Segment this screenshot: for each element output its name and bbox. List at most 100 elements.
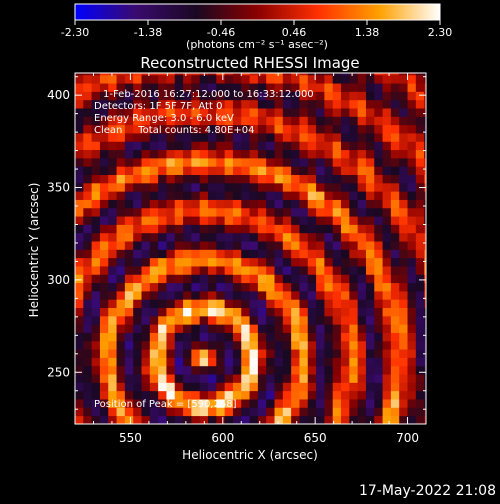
heatmap-cell bbox=[249, 141, 259, 151]
heatmap-cell bbox=[91, 124, 101, 134]
colorbar-tick-label: 2.30 bbox=[428, 26, 453, 39]
heatmap-cell bbox=[282, 415, 292, 424]
heatmap-cell bbox=[257, 315, 267, 325]
heatmap-cell bbox=[232, 141, 242, 151]
heatmap-cell bbox=[224, 166, 234, 175]
heatmap-cell bbox=[382, 166, 392, 175]
heatmap-cell bbox=[124, 241, 134, 250]
heatmap-cell bbox=[149, 282, 159, 292]
heatmap-cell bbox=[407, 249, 417, 259]
heatmap-cell bbox=[365, 415, 375, 424]
heatmap-cell bbox=[382, 216, 392, 225]
heatmap-cell bbox=[232, 266, 242, 275]
heatmap-cell bbox=[349, 282, 359, 292]
heatmap-cell bbox=[124, 99, 134, 109]
heatmap-cell bbox=[133, 299, 142, 309]
heatmap-cell bbox=[257, 124, 267, 134]
heatmap-cell bbox=[232, 166, 242, 175]
heatmap-cell bbox=[199, 91, 209, 101]
heatmap-cell bbox=[108, 340, 117, 350]
heatmap-cell bbox=[382, 207, 392, 217]
heatmap-cell bbox=[216, 133, 226, 142]
heatmap-cell bbox=[208, 399, 217, 408]
heatmap-cell bbox=[274, 357, 284, 367]
heatmap-cell bbox=[341, 266, 350, 275]
heatmap-cell bbox=[183, 191, 192, 200]
heatmap-cell bbox=[424, 216, 426, 225]
heatmap-cell bbox=[266, 415, 275, 424]
heatmap-cell bbox=[257, 174, 267, 184]
heatmap-cell bbox=[216, 241, 226, 250]
heatmap-cell bbox=[208, 324, 217, 333]
heatmap-cell bbox=[124, 274, 134, 284]
heatmap-cell bbox=[407, 241, 417, 250]
heatmap-cell bbox=[274, 108, 284, 117]
heatmap-cell bbox=[158, 174, 167, 184]
heatmap-cell bbox=[141, 182, 151, 192]
heatmap-cell bbox=[341, 116, 350, 126]
heatmap-cell bbox=[249, 174, 259, 184]
heatmap-cell bbox=[274, 91, 284, 101]
heatmap-cell bbox=[399, 83, 408, 92]
heatmap-cell bbox=[108, 174, 117, 184]
heatmap-cell bbox=[274, 407, 284, 417]
heatmap-cell bbox=[341, 382, 350, 392]
annotation-detectors: Detectors: 1F 5F 7F, Att 0 bbox=[94, 101, 222, 112]
heatmap-cell bbox=[124, 232, 134, 242]
heatmap-cell bbox=[274, 249, 284, 259]
heatmap-cell bbox=[274, 133, 284, 142]
heatmap-cell bbox=[274, 83, 284, 92]
heatmap-cell bbox=[208, 257, 217, 267]
heatmap-cell bbox=[149, 340, 159, 350]
heatmap-cell bbox=[191, 382, 201, 392]
heatmap-cell bbox=[99, 232, 109, 242]
heatmap-cell bbox=[99, 299, 109, 309]
heatmap-cell bbox=[149, 207, 159, 217]
heatmap-cell bbox=[316, 274, 325, 284]
heatmap-cell bbox=[291, 91, 300, 101]
heatmap-cell bbox=[116, 116, 126, 126]
heatmap-cell bbox=[141, 74, 151, 84]
heatmap-cell bbox=[199, 224, 209, 234]
heatmap-cell bbox=[216, 124, 226, 134]
heatmap-cell bbox=[316, 207, 325, 217]
heatmap-cell bbox=[299, 133, 309, 142]
heatmap-cell bbox=[108, 149, 117, 159]
heatmap-cell bbox=[199, 83, 209, 92]
heatmap-cell bbox=[324, 357, 334, 367]
heatmap-cell bbox=[249, 124, 259, 134]
heatmap-cell bbox=[91, 149, 101, 159]
heatmap-cell bbox=[424, 232, 426, 242]
heatmap-cell bbox=[282, 182, 292, 192]
heatmap-cell bbox=[199, 307, 209, 317]
heatmap-cell bbox=[299, 116, 309, 126]
heatmap-cell bbox=[241, 332, 250, 342]
heatmap-cell bbox=[241, 83, 250, 92]
heatmap-cell bbox=[149, 332, 159, 342]
heatmap-cell bbox=[424, 324, 426, 333]
heatmap-cell bbox=[133, 266, 142, 275]
heatmap-cell bbox=[91, 340, 101, 350]
heatmap-cell bbox=[374, 390, 383, 400]
heatmap-cell bbox=[158, 407, 167, 417]
heatmap-cell bbox=[324, 324, 334, 333]
heatmap-cell bbox=[282, 324, 292, 333]
heatmap-cell bbox=[141, 73, 151, 76]
heatmap-cell bbox=[357, 108, 367, 117]
heatmap-cell bbox=[274, 73, 284, 76]
heatmap-cell bbox=[349, 266, 359, 275]
heatmap-cell bbox=[108, 74, 117, 84]
heatmap-cell bbox=[407, 232, 417, 242]
heatmap-cell bbox=[141, 108, 151, 117]
heatmap-cell bbox=[341, 307, 350, 317]
heatmap-cell bbox=[399, 332, 408, 342]
heatmap-cell bbox=[174, 124, 184, 134]
heatmap-cell bbox=[341, 191, 350, 200]
heatmap-cell bbox=[141, 266, 151, 275]
heatmap-cell bbox=[191, 74, 201, 84]
heatmap-cell bbox=[316, 266, 325, 275]
heatmap-cell bbox=[324, 257, 334, 267]
heatmap-cell bbox=[382, 116, 392, 126]
heatmap-cell bbox=[332, 249, 342, 259]
heatmap-cell bbox=[307, 141, 317, 151]
